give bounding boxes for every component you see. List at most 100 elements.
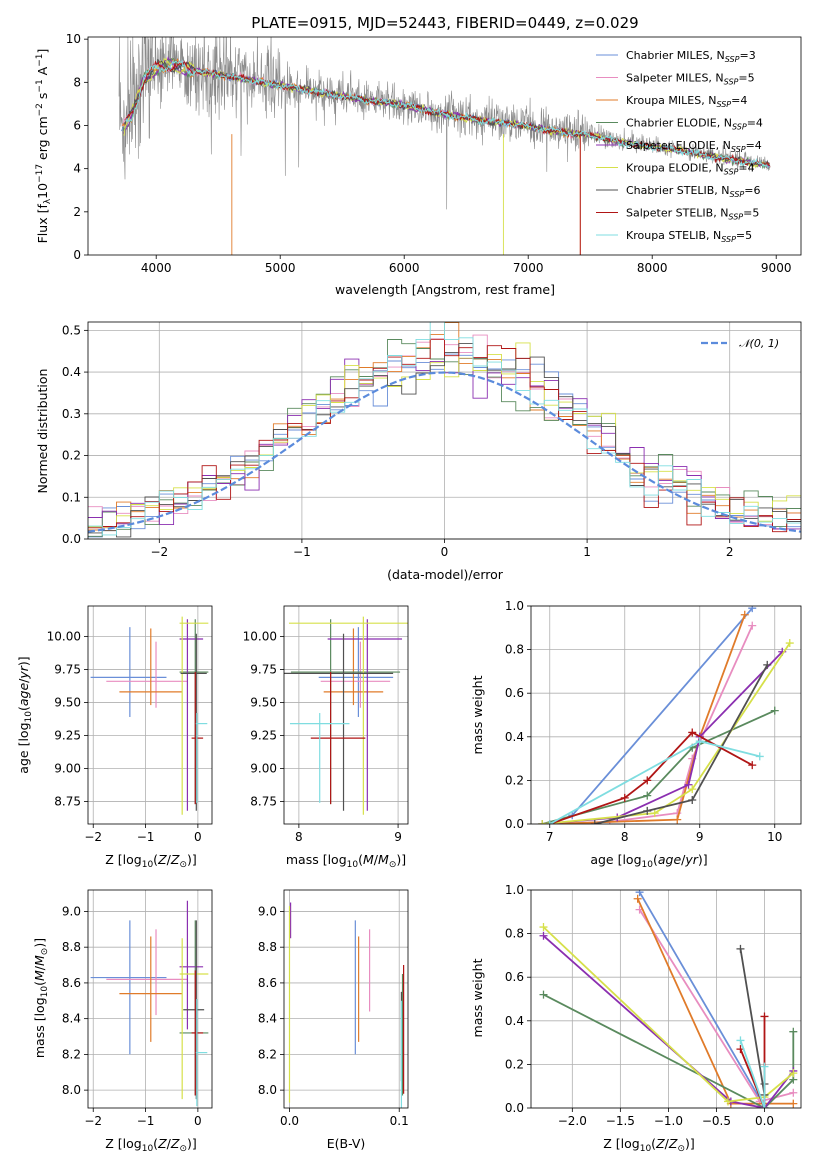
legend-label-kroupa_elodie: Kroupa ELODIE, NSSP=4 xyxy=(626,162,755,177)
y-tick-label: 9.0 xyxy=(258,904,277,918)
y-tick-label: 0.2 xyxy=(505,773,524,787)
mass-ylabel: mass [log10(M/M⊙)] xyxy=(32,938,50,1058)
x-tick-label: 8000 xyxy=(637,261,668,275)
series-salpeter_elodie-marker xyxy=(539,931,548,940)
y-tick-label: 0.3 xyxy=(62,407,81,421)
spectrum-ylabel: Flux [fλ10−17 erg cm−2 s−1 A−1] xyxy=(35,49,53,244)
axes-frame xyxy=(283,605,409,825)
y-tick-label: 9.25 xyxy=(54,728,81,742)
x-tick-label: 9000 xyxy=(761,261,792,275)
x-tick-label: 5000 xyxy=(265,261,296,275)
x-tick-label: −2 xyxy=(84,830,102,844)
x-tick-label: 8 xyxy=(621,830,629,844)
series-salpeter_stelib-marker xyxy=(748,761,757,770)
series-kroupa_elodie-marker xyxy=(785,639,794,648)
x-tick-label: −1.5 xyxy=(606,1114,635,1128)
legend-label-salpeter_stelib: Salpeter STELIB, NSSP=5 xyxy=(626,207,759,222)
x-tick-label: 9 xyxy=(696,830,704,844)
axes-frame xyxy=(87,889,213,1109)
x-tick-label: 0.0 xyxy=(280,1114,299,1128)
series-chabrier_elodie-marker xyxy=(770,706,779,715)
legend-label-kroupa_miles: Kroupa MILES, NSSP=4 xyxy=(626,94,747,109)
series-salpeter_elodie-line xyxy=(542,935,795,1108)
series-salpeter_miles-marker xyxy=(789,1088,798,1097)
series-kroupa_stelib-marker xyxy=(760,1062,769,1071)
series-kroupa_elodie-marker xyxy=(789,1069,798,1078)
spectrum-title: PLATE=0915, MJD=52443, FIBERID=0449, z=0… xyxy=(251,14,638,32)
axes-frame xyxy=(87,605,213,825)
y-tick-label: 10 xyxy=(66,32,81,46)
x-tick-label: 4000 xyxy=(141,261,172,275)
x-tick-label: −1 xyxy=(137,830,155,844)
mw-Z-xlabel: Z [log10(Z/Z⊙)] xyxy=(603,1136,695,1154)
legend-label-salpeter_miles: Salpeter MILES, NSSP=5 xyxy=(626,72,755,87)
series-kroupa_stelib-line xyxy=(739,1040,766,1108)
axes-frame xyxy=(283,889,409,1109)
data-layer xyxy=(88,322,801,538)
normal-distribution-curve xyxy=(88,371,801,533)
x-tick-label: 0.0 xyxy=(755,1114,774,1128)
legend-label-chabrier_miles: Chabrier MILES, NSSP=3 xyxy=(626,49,756,64)
ebv-xlabel: E(B-V) xyxy=(327,1136,366,1151)
x-tick-label: 0 xyxy=(194,1114,202,1128)
age-vs-mass-xlabel: mass [log10(M/M⊙)] xyxy=(286,852,406,870)
y-tick-label: 10.00 xyxy=(47,629,81,643)
y-tick-label: 9.50 xyxy=(250,695,277,709)
y-tick-label: 0.0 xyxy=(505,817,524,831)
series-kroupa_stelib-marker xyxy=(545,820,554,824)
y-tick-label: 8.6 xyxy=(258,976,277,990)
x-tick-label: −1 xyxy=(293,545,311,559)
series-kroupa_elodie-marker xyxy=(688,785,697,794)
y-tick-label: 8.6 xyxy=(62,976,81,990)
massweight-vs-age-panel: 7 8 9 10 0.0 0.2 0.4 0.6 0.8 1.0 xyxy=(505,599,802,844)
series-kroupa_miles-marker xyxy=(633,894,642,903)
y-tick-label: 8.8 xyxy=(258,940,277,954)
x-tick-label: 0.1 xyxy=(390,1114,409,1128)
age-vs-Z-xlabel: Z [log10(Z/Z⊙)] xyxy=(105,852,197,870)
mw-age-ylabel: mass weight xyxy=(470,675,485,754)
spectrum-xlabel: wavelength [Angstrom, rest frame] xyxy=(335,282,555,297)
series-kroupa_elodie-marker xyxy=(538,820,547,824)
x-tick-label: −0.5 xyxy=(702,1114,731,1128)
y-tick-label: 9.75 xyxy=(54,662,81,676)
x-tick-label: −2.0 xyxy=(558,1114,587,1128)
series-salpeter_miles-marker xyxy=(748,621,757,630)
series-chabrier_elodie-line xyxy=(543,993,795,1108)
mw-age-xlabel: age [log10(age/yr)] xyxy=(590,852,707,870)
x-tick-label: 0 xyxy=(441,545,449,559)
series-chabrier_elodie-marker xyxy=(643,791,652,800)
axes-frame xyxy=(530,889,802,1109)
axes-frame xyxy=(530,605,802,825)
series-kroupa_elodie-line xyxy=(542,642,791,824)
series-salpeter_stelib-line xyxy=(739,1016,766,1108)
data-layer xyxy=(539,890,798,1108)
y-tick-label: 0.2 xyxy=(62,449,81,463)
axes-frame xyxy=(87,321,802,540)
massweight-vs-metallicity-panel: −2.0 −1.5 −1.0 −0.5 0.0 0.0 0.2 0.4 0.6 0.8 1.0 xyxy=(505,883,802,1128)
y-tick-label: 9.0 xyxy=(62,904,81,918)
series-chabrier_miles-marker xyxy=(748,606,757,613)
age-vs-mass-panel: 8 9 8.75 9.00 9.25 9.50 9.75 10.00 xyxy=(243,605,409,844)
y-tick-label: 0.4 xyxy=(505,1014,524,1028)
x-tick-label: 7000 xyxy=(513,261,544,275)
x-tick-label: 8 xyxy=(295,830,303,844)
mass-vs-ebv-panel: 0.0 0.1 8.0 8.2 8.4 8.6 8.8 9.0 xyxy=(258,889,409,1128)
y-tick-label: 0.0 xyxy=(505,1101,524,1115)
x-tick-label: 0 xyxy=(194,830,202,844)
residuals-xlabel: (data-model)/error xyxy=(387,567,504,582)
series-chabrier_stelib-marker xyxy=(590,820,599,824)
data-layer xyxy=(90,900,209,1107)
series-kroupa_stelib-marker xyxy=(736,1036,745,1045)
series-kroupa_elodie-marker xyxy=(650,809,659,818)
series-chabrier_miles-marker xyxy=(635,890,644,897)
data-layer xyxy=(118,37,771,255)
y-tick-label: 8.2 xyxy=(258,1047,277,1061)
x-tick-label: 9 xyxy=(394,830,402,844)
series-salpeter_stelib-marker xyxy=(760,1012,769,1021)
residuals-ylabel: Normed distribution xyxy=(35,369,50,494)
series-kroupa_stelib-marker xyxy=(760,1104,769,1108)
series-chabrier_elodie-marker xyxy=(789,1027,798,1036)
series-salpeter_stelib-marker xyxy=(620,793,629,802)
x-tick-label: 10 xyxy=(767,830,782,844)
y-tick-label: 0.2 xyxy=(505,1057,524,1071)
